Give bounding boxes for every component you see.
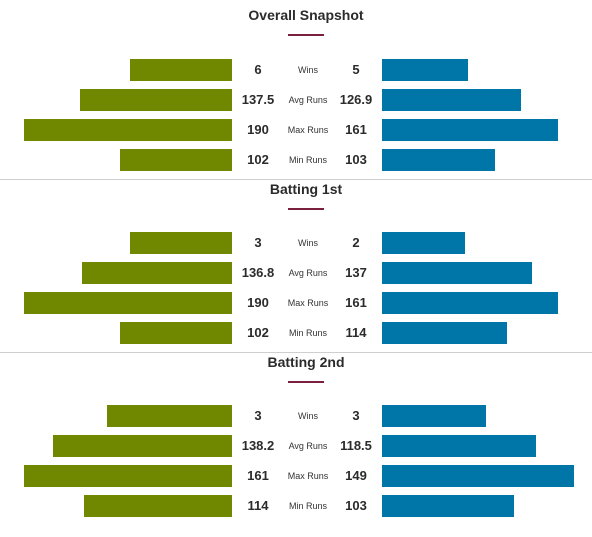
right-team-bar	[382, 262, 532, 284]
right-team-value: 103	[345, 152, 367, 167]
metric-label: Avg Runs	[288, 268, 328, 278]
metric-label: Max Runs	[287, 298, 329, 308]
left-team-bar	[82, 262, 232, 284]
left-team-bar	[80, 89, 232, 111]
metric-label: Max Runs	[287, 471, 329, 481]
right-team-value: 161	[345, 122, 367, 137]
metric-label: Min Runs	[288, 501, 327, 511]
right-team-bar	[382, 405, 486, 427]
right-team-bar	[382, 89, 521, 111]
right-team-value: 103	[345, 498, 367, 513]
right-team-value: 137	[345, 265, 367, 280]
left-team-bar	[24, 119, 232, 141]
left-team-bar	[130, 232, 232, 254]
right-team-bar	[382, 292, 558, 314]
metric-label: Wins	[298, 65, 318, 75]
left-team-bar	[53, 435, 232, 457]
stat-row-avg-runs: 138.2 Avg Runs 118.5	[0, 435, 592, 457]
title-underline	[288, 381, 324, 383]
stat-row-wins: 3 Wins 3	[0, 405, 592, 427]
left-team-value: 3	[254, 235, 262, 250]
left-team-value: 136.8	[241, 265, 275, 280]
section-divider	[0, 352, 592, 353]
metric-label: Min Runs	[288, 328, 327, 338]
metric-label: Avg Runs	[288, 441, 328, 451]
right-team-bar	[382, 322, 507, 344]
metric-label: Min Runs	[288, 155, 327, 165]
right-team-bar	[382, 435, 536, 457]
right-team-bar	[382, 149, 495, 171]
right-team-value: 5	[352, 62, 360, 77]
section-title: Batting 1st	[269, 181, 343, 197]
left-team-value: 6	[254, 62, 262, 77]
title-underline	[288, 208, 324, 210]
left-team-bar	[107, 405, 232, 427]
right-team-value: 161	[345, 295, 367, 310]
right-team-bar	[382, 465, 574, 487]
right-team-value: 3	[352, 408, 360, 423]
metric-label: Wins	[298, 411, 318, 421]
left-team-value: 190	[247, 295, 269, 310]
right-team-value: 118.5	[340, 438, 372, 453]
stat-row-avg-runs: 136.8 Avg Runs 137	[0, 262, 592, 284]
left-team-bar	[24, 465, 232, 487]
metric-label: Avg Runs	[288, 95, 328, 105]
left-team-value: 161	[247, 468, 269, 483]
right-team-bar	[382, 232, 465, 254]
metric-label: Max Runs	[287, 125, 329, 135]
stat-row-wins: 3 Wins 2	[0, 232, 592, 254]
stat-row-max-runs: 190 Max Runs 161	[0, 292, 592, 314]
left-team-bar	[24, 292, 232, 314]
section-title: Overall Snapshot	[248, 7, 364, 23]
left-team-bar	[84, 495, 232, 517]
stat-row-min-runs: 102 Min Runs 103	[0, 149, 592, 171]
right-team-bar	[382, 59, 468, 81]
stat-row-max-runs: 161 Max Runs 149	[0, 465, 592, 487]
right-team-bar	[382, 119, 558, 141]
stat-row-wins: 6 Wins 5	[0, 59, 592, 81]
section-title: Batting 2nd	[267, 354, 345, 370]
left-team-bar	[120, 322, 232, 344]
left-team-value: 3	[254, 408, 262, 423]
right-team-value: 149	[345, 468, 367, 483]
left-team-bar	[130, 59, 232, 81]
left-team-bar	[120, 149, 232, 171]
left-team-value: 114	[247, 498, 269, 513]
stat-row-min-runs: 114 Min Runs 103	[0, 495, 592, 517]
right-team-value: 2	[352, 235, 360, 250]
right-team-value: 114	[345, 325, 367, 340]
left-team-value: 102	[247, 152, 269, 167]
left-team-value: 137.5	[241, 92, 275, 107]
left-team-value: 102	[247, 325, 269, 340]
left-team-value: 190	[247, 122, 269, 137]
right-team-value: 126.9	[339, 92, 373, 107]
stat-row-avg-runs: 137.5 Avg Runs 126.9	[0, 89, 592, 111]
section-divider	[0, 179, 592, 180]
stat-row-max-runs: 190 Max Runs 161	[0, 119, 592, 141]
right-team-bar	[382, 495, 514, 517]
title-underline	[288, 34, 324, 36]
left-team-value: 138.2	[241, 438, 275, 453]
stat-row-min-runs: 102 Min Runs 114	[0, 322, 592, 344]
metric-label: Wins	[298, 238, 318, 248]
